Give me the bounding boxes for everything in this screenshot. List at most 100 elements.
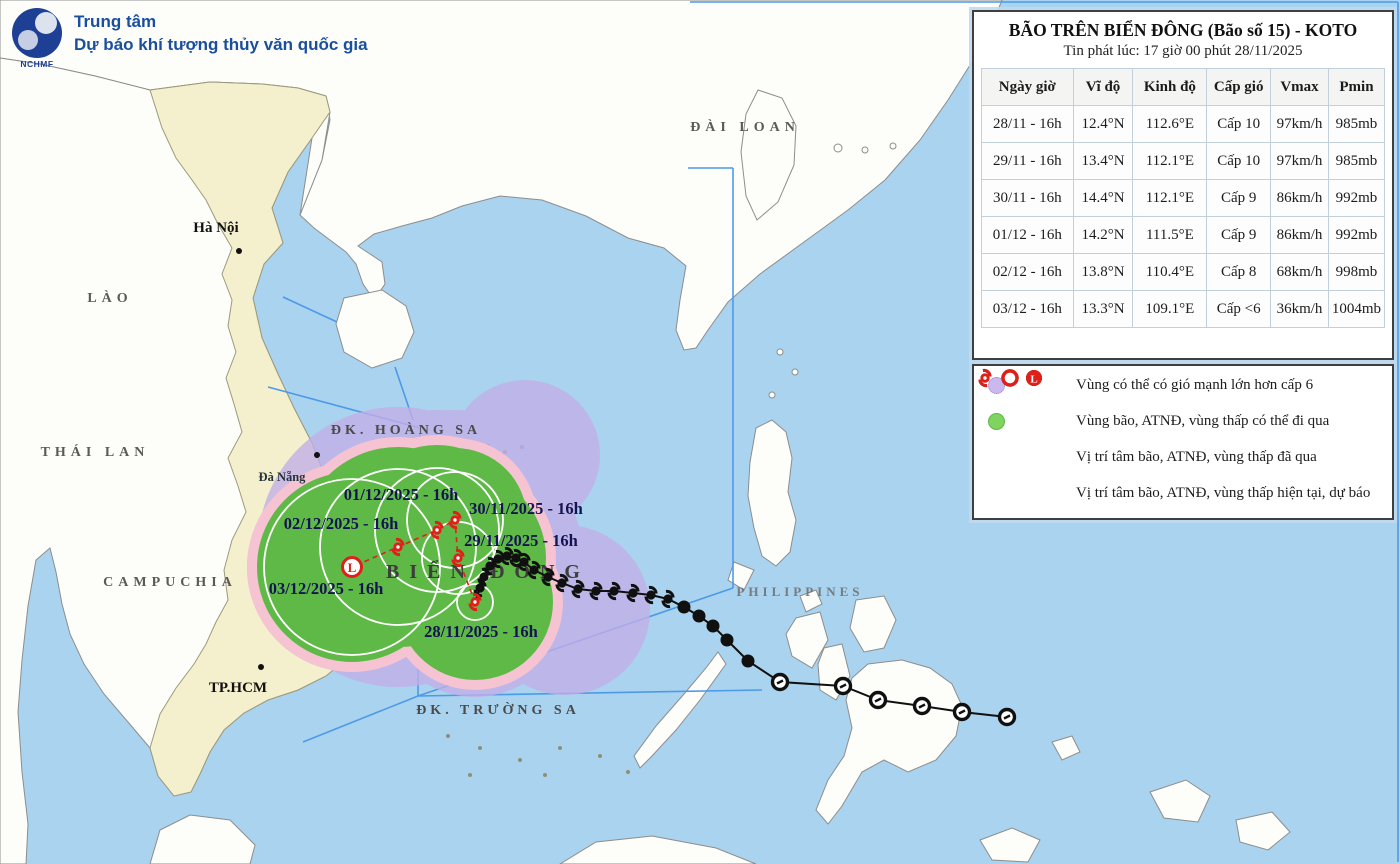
table-cell: 68km/h <box>1270 253 1329 291</box>
track-date-label: 28/11/2025 - 16h <box>424 622 538 641</box>
legend-item-forecast-position: L Vị trí tâm bão, ATNĐ, vùng thấp hiện t… <box>978 368 1392 510</box>
table-cell: 109.1°E <box>1132 290 1208 328</box>
org-name: Trung tâm Dự báo khí tượng thủy văn quốc… <box>74 8 368 57</box>
table-cell: 111.5°E <box>1132 216 1208 254</box>
svg-text:L: L <box>348 560 357 575</box>
table-cell: 112.1°E <box>1132 179 1208 217</box>
table-cell: 30/11 - 16h <box>981 179 1074 217</box>
map-label: ĐÀI LOAN <box>690 118 800 135</box>
table-cell: Cấp 9 <box>1206 179 1272 217</box>
map-label: ĐK. TRƯỜNG SA <box>416 701 580 718</box>
legend-item-past-position: L Vị trí tâm bão, ATNĐ, vùng thấp đã qua <box>978 368 1392 474</box>
map-label: TP.HCM <box>209 680 267 696</box>
past-track-line <box>474 554 1008 718</box>
table-cell: 02/12 - 16h <box>981 253 1074 291</box>
table-cell: Cấp 8 <box>1206 253 1272 291</box>
org-name-line2: Dự báo khí tượng thủy văn quốc gia <box>74 34 368 54</box>
table-row: 28/11 - 16h 12.4°N 112.6°E Cấp 10 97km/h 985m… <box>981 105 1386 143</box>
nchmf-logo-icon <box>12 8 62 58</box>
storm-panel-title: BÃO TRÊN BIỂN ĐÔNG (Bão số 15) - KOTO <box>1008 20 1358 40</box>
legend-label: Vùng bão, ATNĐ, vùng thấp có thể đi qua <box>1076 412 1330 429</box>
track-date-label: 30/11/2025 - 16h <box>469 499 583 518</box>
table-cell: 01/12 - 16h <box>981 216 1074 254</box>
table-cell: Vĩ độ <box>1072 68 1134 106</box>
past-storm-icon <box>589 581 603 601</box>
nchmf-logo-acronym: NCHMF <box>20 59 54 69</box>
legend-label: Vùng có thể có gió mạnh lớn hơn cấp 6 <box>1076 376 1314 393</box>
table-cell: 12.4°N <box>1072 105 1134 143</box>
table-cell: 86km/h <box>1270 216 1329 254</box>
table-cell: 13.3°N <box>1072 290 1134 328</box>
table-cell: Cấp <6 <box>1206 290 1272 328</box>
track-date-label: 02/12/2025 - 16h <box>284 514 399 533</box>
forecast-storm-icon <box>451 548 465 568</box>
table-cell: 985mb <box>1327 105 1386 143</box>
map-legend-panel: Vùng có thể có gió mạnh lớn hơn cấp 6 Vù… <box>972 364 1394 520</box>
storm-info-panel: BÃO TRÊN BIỂN ĐÔNG (Bão số 15) - KOTO Ti… <box>972 10 1394 360</box>
table-cell: 36km/h <box>1270 290 1329 328</box>
city-dot <box>258 664 264 670</box>
past-position-dot <box>692 609 706 623</box>
table-cell: Cấp 10 <box>1206 105 1272 143</box>
table-cell: 97km/h <box>1270 105 1329 143</box>
table-cell: 992mb <box>1327 179 1386 217</box>
legend-label: Vị trí tâm bão, ATNĐ, vùng thấp hiện tại… <box>1076 484 1371 501</box>
track-date-label: 29/11/2025 - 16h <box>464 531 578 550</box>
green-area-icon <box>984 412 1070 430</box>
forecast-storm-icon <box>391 537 405 557</box>
past-position-dot <box>741 654 755 668</box>
map-label: PHILIPPINES <box>736 584 863 599</box>
table-cell: 14.2°N <box>1072 216 1134 254</box>
table-header-row: Ngày giờ Vĩ độ Kinh độ Cấp gió Vmax Pmin <box>981 68 1386 106</box>
table-cell: 1004mb <box>1327 290 1386 328</box>
legend-label: Vị trí tâm bão, ATNĐ, vùng thấp đã qua <box>1076 448 1317 465</box>
past-storm-icon <box>607 581 621 601</box>
forecast-low-L-icon: L <box>341 556 363 578</box>
table-cell: Pmin <box>1327 68 1386 106</box>
luzon-island <box>747 419 797 567</box>
table-cell: 14.4°N <box>1072 179 1134 217</box>
past-low-icon <box>997 707 1017 727</box>
table-cell: 97km/h <box>1270 142 1329 180</box>
track-date-label: 03/12/2025 - 16h <box>269 579 384 598</box>
forecast-table: Ngày giờ Vĩ độ Kinh độ Cấp gió Vmax Pmin 28/11… <box>981 68 1386 328</box>
table-row: 01/12 - 16h 14.2°N 111.5°E Cấp 9 86km/h 992mb <box>981 216 1386 254</box>
storm-panel-issued-time: Tin phát lúc: 17 giờ 00 phút 28/11/2025 <box>1063 43 1303 59</box>
forecast-storm-icon <box>468 592 482 612</box>
palawan-island <box>633 651 727 769</box>
table-cell: Cấp gió <box>1206 68 1272 106</box>
past-low-icon <box>912 696 932 716</box>
past-storm-icon <box>555 573 569 593</box>
table-cell: Kinh độ <box>1132 68 1208 106</box>
org-name-line1: Trung tâm <box>74 12 157 31</box>
map-label: CAMPUCHIA <box>103 575 237 590</box>
past-position-dot <box>677 600 691 614</box>
past-low-icon <box>833 676 853 696</box>
past-low-icon <box>952 702 972 722</box>
past-storm-icon <box>527 560 541 580</box>
legend-item-strong-wind: Vùng có thể có gió mạnh lớn hơn cấp 6 <box>984 368 1392 402</box>
table-cell: Vmax <box>1270 68 1329 106</box>
forecast-storm-icon <box>430 520 444 540</box>
table-cell: 992mb <box>1327 216 1386 254</box>
past-position-dot <box>706 619 720 633</box>
hainan-island <box>335 289 415 369</box>
taiwan-island <box>740 89 797 221</box>
table-cell: Cấp 10 <box>1206 142 1272 180</box>
table-cell: 28/11 - 16h <box>981 105 1074 143</box>
table-cell: Cấp 9 <box>1206 216 1272 254</box>
table-row: 02/12 - 16h 13.8°N 110.4°E Cấp 8 68km/h 998mb <box>981 253 1386 291</box>
past-storm-icon <box>644 585 658 605</box>
past-storm-icon <box>517 552 531 572</box>
past-position-dot <box>720 633 734 647</box>
table-cell: 998mb <box>1327 253 1386 291</box>
table-cell: 110.4°E <box>1132 253 1208 291</box>
city-dot <box>314 452 320 458</box>
map-label: LÀO <box>87 289 132 306</box>
map-label: Đà Nẵng <box>259 470 307 484</box>
table-cell: 86km/h <box>1270 179 1329 217</box>
past-storm-icon <box>509 548 523 568</box>
table-cell: 03/12 - 16h <box>981 290 1074 328</box>
